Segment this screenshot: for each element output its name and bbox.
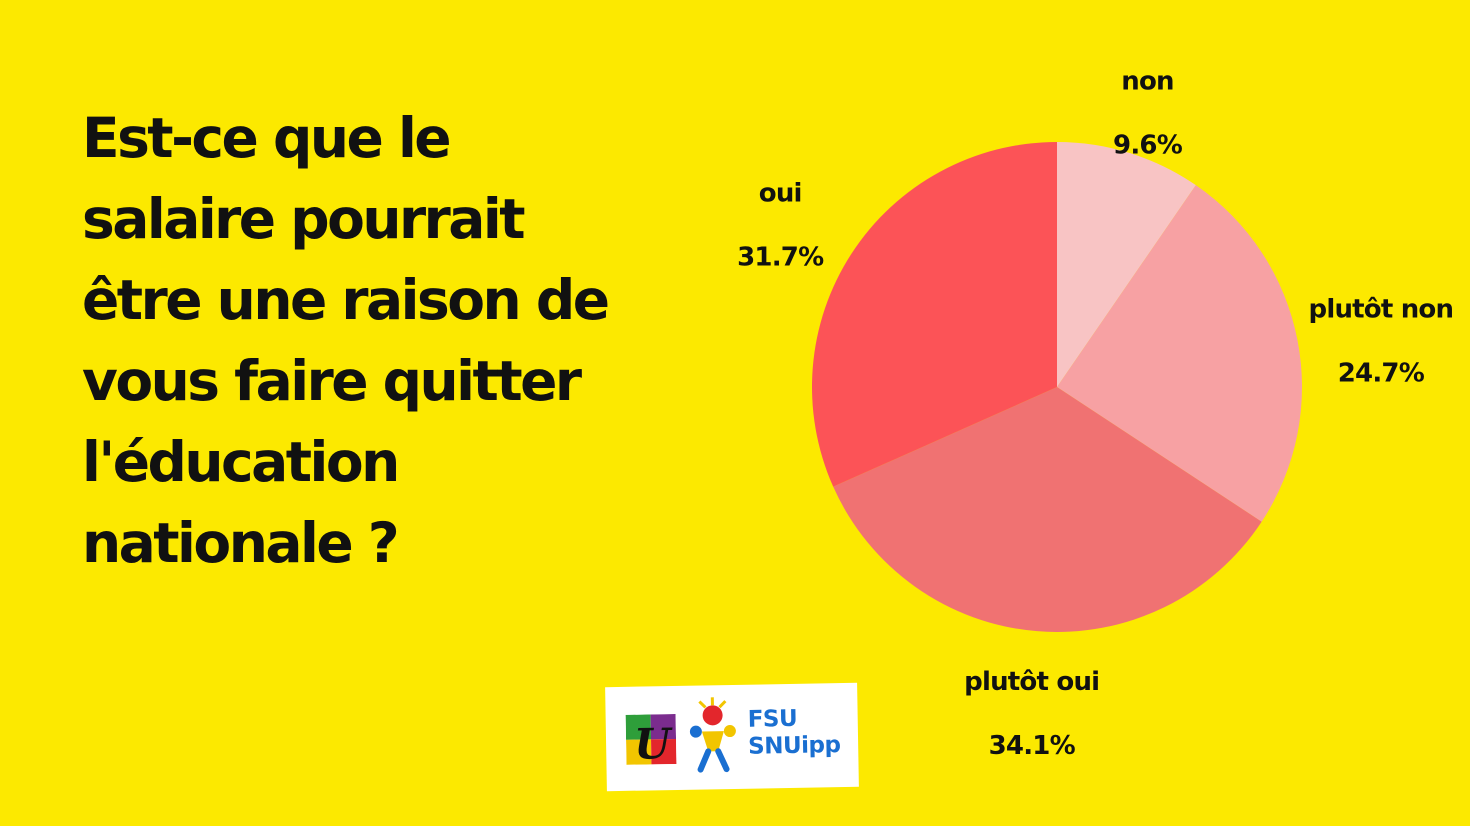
slice-label-non: non: [1121, 67, 1173, 97]
question-title: Est-ce que le salaire pourrait être une …: [82, 106, 610, 575]
slice-value-non: 9.6%: [1113, 131, 1183, 161]
slice-value-plutôt-oui: 34.1%: [989, 731, 1076, 761]
pie-slice-plutôt-non: [1057, 185, 1302, 522]
slice-value-plutôt-non: 24.7%: [1338, 359, 1425, 389]
pie-slices: [811, 142, 1302, 632]
fsu-snuipp-wordmark: FSU SNUipp: [747, 705, 841, 760]
u-letter: U: [634, 719, 674, 765]
slice-label-plutôt-non: plutôt non: [1309, 295, 1454, 325]
pie-slice-oui: [811, 142, 1057, 487]
slice-label-oui: oui: [759, 178, 802, 208]
pie-slice-non: [1057, 142, 1196, 387]
union-logos: U FSU SNUipp: [605, 682, 859, 792]
pie-labels: non 9.6% plutôt non 24.7% plutôt oui 34.1% oui…: [737, 67, 1454, 761]
snuipp-figure-logo: [689, 697, 736, 773]
pie-slice-plutôt-oui: [833, 387, 1262, 632]
slice-label-plutôt-oui: plutôt oui: [964, 667, 1099, 697]
slice-value-oui: 31.7%: [737, 242, 824, 272]
cgt-u-logo: U: [625, 713, 677, 765]
